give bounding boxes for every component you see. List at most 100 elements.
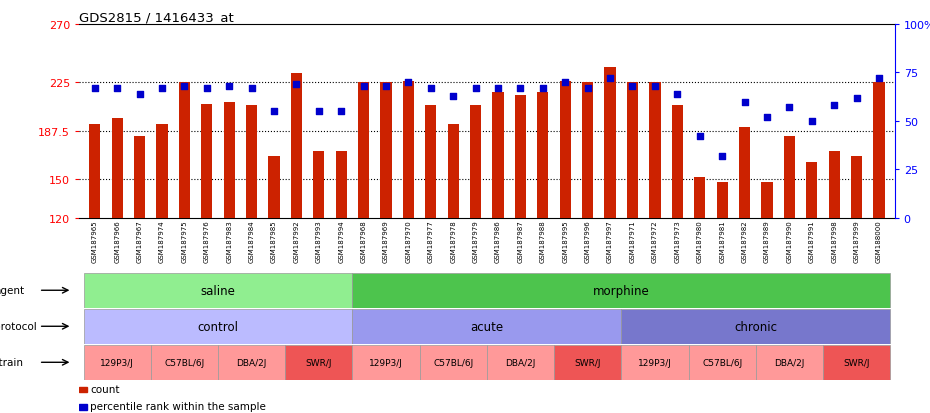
Point [849,95,864,102]
Point [692,134,707,140]
Bar [425,106,436,218]
Point [199,85,214,92]
Point [737,99,752,106]
Bar [358,83,369,218]
Bar [538,93,549,218]
Text: C57BL/6J: C57BL/6J [165,358,205,367]
Bar [352,345,419,380]
Bar [688,345,756,380]
Bar [823,345,890,380]
Point [245,85,259,92]
Bar [470,106,481,218]
Text: count: count [90,384,120,394]
Text: DBA/2J: DBA/2J [774,358,804,367]
Point [670,91,684,98]
Bar [627,83,638,218]
Point [782,105,797,112]
Bar [762,182,773,218]
Text: SWR/J: SWR/J [844,358,870,367]
Point [580,85,595,92]
Bar [493,93,504,218]
Bar [151,345,218,380]
Text: SWR/J: SWR/J [306,358,332,367]
Bar [604,67,616,218]
Bar [739,128,751,218]
Text: protocol: protocol [0,321,36,332]
Point [760,114,775,121]
Bar [134,137,145,218]
Point [289,81,304,88]
Point [714,153,729,160]
Text: 129P3/J: 129P3/J [369,358,403,367]
Bar [84,273,352,308]
Point [110,85,125,92]
Point [221,83,236,90]
Bar [554,345,621,380]
Point [625,83,640,90]
Bar [286,345,352,380]
Point [334,109,349,115]
Point [267,109,282,115]
Text: strain: strain [0,357,24,368]
Bar [419,345,487,380]
Point [312,109,326,115]
Bar [487,345,554,380]
Text: acute: acute [471,320,503,333]
Bar [515,96,526,218]
Bar [179,83,190,218]
Text: GDS2815 / 1416433_at: GDS2815 / 1416433_at [79,11,233,24]
Bar [352,309,621,344]
Point [132,91,147,98]
Bar [671,106,683,218]
Bar [621,345,688,380]
Bar [851,157,862,218]
Bar [84,345,151,380]
Point [87,85,102,92]
Bar [621,309,890,344]
Point [154,85,169,92]
Point [177,83,192,90]
Text: morphine: morphine [593,284,650,297]
Bar [784,137,795,218]
Bar [112,119,123,218]
Text: SWR/J: SWR/J [575,358,601,367]
Bar [79,387,87,392]
Point [827,103,842,109]
Point [603,76,618,82]
Bar [829,151,840,218]
Bar [560,82,571,218]
Bar [79,404,87,410]
Bar [403,82,414,218]
Text: C57BL/6J: C57BL/6J [702,358,742,367]
Text: 129P3/J: 129P3/J [638,358,671,367]
Point [647,83,662,90]
Bar [352,273,890,308]
Bar [756,345,823,380]
Bar [806,163,817,218]
Text: agent: agent [0,285,24,296]
Point [356,83,371,90]
Text: 129P3/J: 129P3/J [100,358,134,367]
Point [558,80,573,86]
Text: control: control [197,320,238,333]
Text: DBA/2J: DBA/2J [236,358,267,367]
Bar [291,74,302,218]
Bar [223,102,234,218]
Point [379,83,393,90]
Bar [582,83,593,218]
Point [445,93,460,100]
Bar [201,105,212,218]
Point [804,119,819,125]
Bar [649,83,660,218]
Point [423,85,438,92]
Bar [269,157,280,218]
Text: percentile rank within the sample: percentile rank within the sample [90,401,266,411]
Bar [336,151,347,218]
Bar [716,182,728,218]
Point [536,85,551,92]
Text: saline: saline [201,284,235,297]
Point [871,76,886,82]
Bar [246,106,258,218]
Bar [156,124,167,218]
Point [513,85,528,92]
